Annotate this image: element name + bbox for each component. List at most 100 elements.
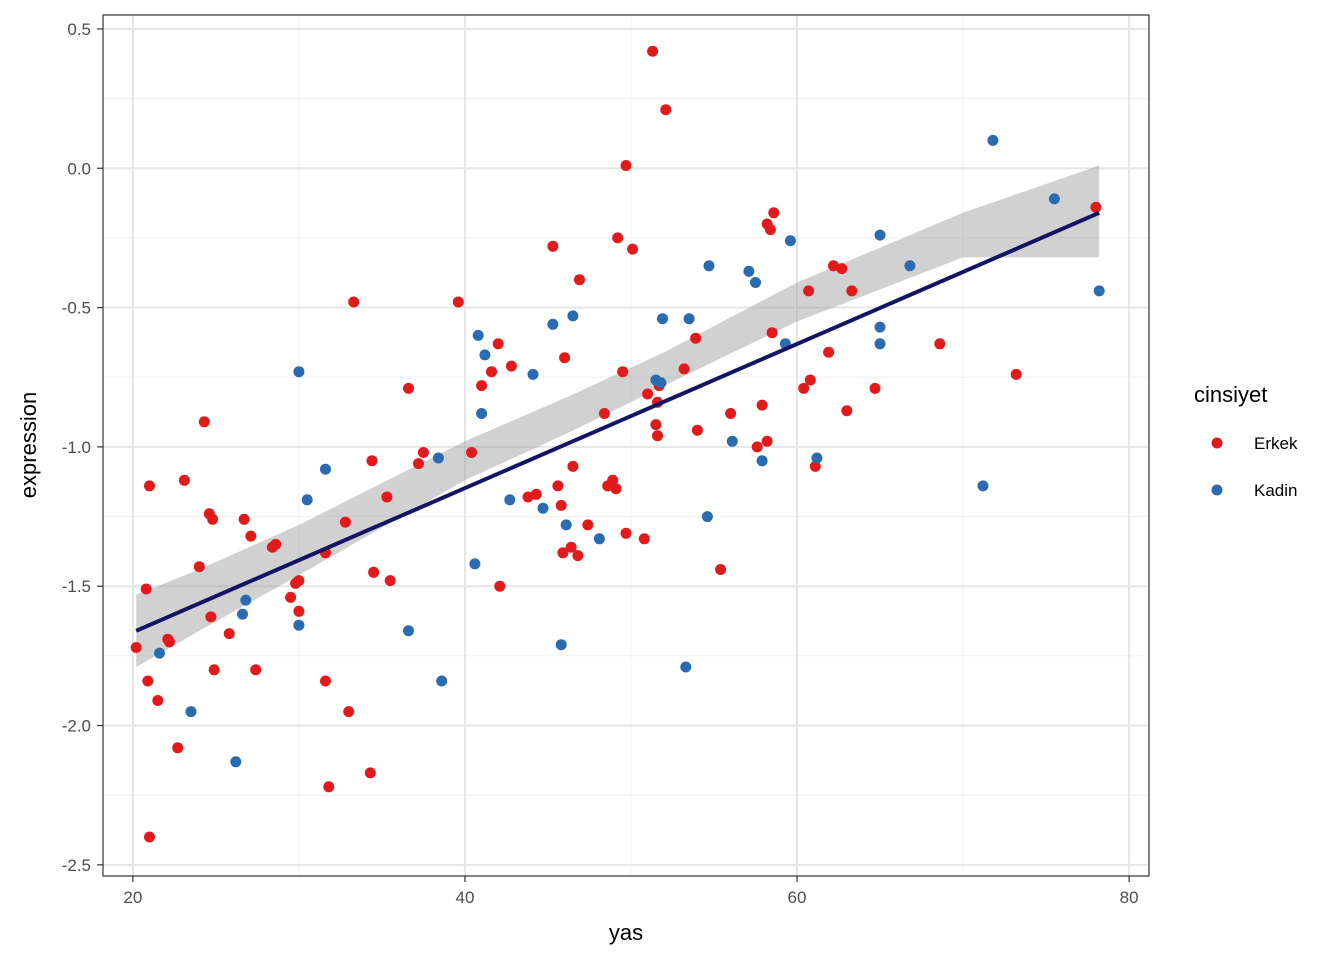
- point-erkek: [690, 332, 702, 344]
- point-kadin: [469, 558, 481, 570]
- point-erkek: [638, 533, 650, 545]
- point-erkek: [486, 366, 497, 378]
- grid: [103, 15, 1149, 876]
- point-erkek: [245, 530, 257, 542]
- point-kadin: [240, 594, 252, 606]
- point-erkek: [678, 363, 690, 375]
- point-kadin: [987, 134, 999, 146]
- legend-key-erkek: [1211, 437, 1223, 449]
- point-erkek: [934, 338, 946, 350]
- point-kadin: [904, 260, 916, 272]
- point-erkek: [647, 45, 659, 57]
- point-erkek: [152, 695, 164, 706]
- point-erkek: [552, 480, 564, 492]
- panel-border: [102, 14, 1150, 877]
- point-kadin: [750, 277, 761, 288]
- point-erkek: [572, 550, 584, 562]
- point-erkek: [293, 575, 305, 587]
- point-erkek: [803, 285, 815, 297]
- point-erkek: [725, 408, 737, 419]
- point-erkek: [620, 160, 632, 171]
- point-erkek: [223, 628, 235, 640]
- point-erkek: [413, 458, 424, 470]
- x-axis-ticks: 20 40 60 80: [123, 876, 1139, 907]
- point-erkek: [178, 474, 190, 486]
- point-kadin: [230, 756, 242, 768]
- point-kadin: [472, 329, 484, 341]
- data-points: [130, 45, 1105, 843]
- point-kadin: [680, 661, 692, 673]
- point-kadin: [703, 260, 715, 272]
- point-kadin: [1048, 193, 1060, 205]
- point-erkek: [598, 408, 610, 419]
- point-erkek: [339, 516, 351, 528]
- point-erkek: [567, 460, 579, 472]
- point-kadin: [567, 310, 579, 322]
- trend-line-group: [135, 211, 1100, 633]
- point-erkek: [198, 416, 210, 428]
- point-erkek: [208, 664, 220, 676]
- point-kadin: [154, 647, 165, 659]
- point-erkek: [617, 366, 629, 378]
- point-kadin: [874, 229, 886, 241]
- point-erkek: [1010, 368, 1022, 380]
- point-kadin: [560, 519, 572, 531]
- x-tick-label: 20: [123, 888, 142, 907]
- point-erkek: [494, 580, 506, 592]
- x-tick-label: 80: [1120, 888, 1139, 907]
- point-erkek: [320, 675, 331, 687]
- y-tick-label: 0.5: [67, 20, 91, 39]
- point-erkek: [798, 382, 810, 394]
- point-kadin: [476, 408, 488, 419]
- point-kadin: [237, 608, 248, 620]
- y-tick-label: -1.0: [62, 438, 91, 457]
- point-erkek: [828, 260, 839, 272]
- point-erkek: [642, 388, 654, 400]
- point-erkek: [368, 566, 380, 578]
- point-erkek: [193, 561, 205, 573]
- point-erkek: [522, 491, 534, 503]
- legend-key-kadin: [1211, 484, 1223, 496]
- confidence-band: [136, 165, 1100, 667]
- point-erkek: [384, 575, 396, 587]
- point-erkek: [250, 664, 262, 676]
- point-erkek: [846, 285, 858, 297]
- point-erkek: [381, 491, 393, 503]
- point-erkek: [285, 591, 297, 603]
- point-kadin: [185, 706, 197, 718]
- point-kadin: [593, 533, 605, 545]
- point-kadin: [537, 502, 549, 514]
- point-kadin: [726, 435, 738, 447]
- point-erkek: [172, 742, 184, 754]
- point-erkek: [804, 374, 816, 386]
- point-erkek: [768, 207, 780, 219]
- y-tick-label: 0.0: [67, 159, 91, 178]
- point-kadin: [683, 313, 695, 325]
- point-erkek: [650, 419, 662, 431]
- y-axis-title: expression: [16, 392, 41, 498]
- point-erkek: [343, 706, 355, 718]
- point-kadin: [432, 452, 444, 464]
- point-kadin: [403, 625, 414, 637]
- point-erkek: [627, 243, 639, 255]
- point-erkek: [163, 636, 175, 648]
- point-erkek: [764, 224, 776, 236]
- point-erkek: [809, 460, 821, 472]
- point-erkek: [270, 538, 282, 550]
- point-kadin: [293, 366, 305, 378]
- point-erkek: [620, 527, 632, 539]
- y-axis-ticks: 0.5 0.0 -0.5 -1.0 -1.5 -2.0 -2.5: [62, 20, 103, 875]
- point-erkek: [466, 447, 478, 458]
- point-erkek: [140, 583, 152, 595]
- point-erkek: [691, 424, 703, 436]
- point-erkek: [660, 104, 672, 116]
- legend-title: cinsiyet: [1194, 382, 1267, 407]
- point-erkek: [403, 382, 414, 394]
- point-erkek: [582, 519, 594, 531]
- point-erkek: [555, 499, 567, 511]
- point-erkek: [751, 441, 763, 453]
- point-kadin: [436, 675, 448, 687]
- point-kadin: [874, 321, 886, 333]
